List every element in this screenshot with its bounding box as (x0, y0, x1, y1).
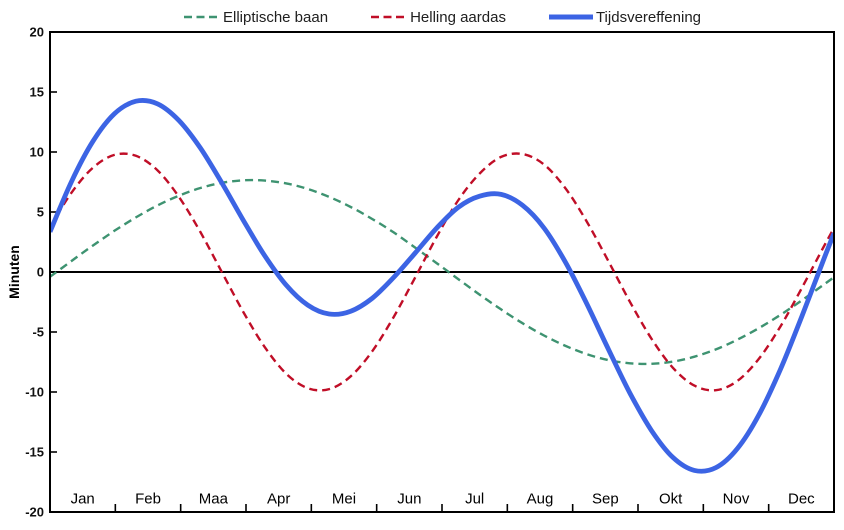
legend-label-tijdsvereffening: Tijdsvereffening (595, 8, 702, 26)
legend-item-helling-aardas: Helling aardas (370, 9, 506, 26)
x-tick-label: Mei (332, 491, 356, 508)
x-tick-label: Okt (659, 491, 683, 508)
legend-item-tijdsvereffening: Tijdsvereffening (548, 9, 701, 26)
y-tick-label: 10 (30, 145, 44, 160)
legend-label-helling-aardas: Helling aardas (410, 8, 506, 26)
series-helling-aardas (50, 152, 834, 392)
x-tick-label: Feb (135, 491, 161, 508)
red-dashed-line-sample (371, 15, 408, 19)
plot-border (49, 31, 835, 513)
y-tick-label: -20 (25, 505, 44, 520)
x-tick-label: Nov (723, 491, 750, 508)
blue-solid-line-sample (548, 14, 593, 20)
y-tick-label: 5 (37, 205, 44, 220)
y-tick-label: 0 (37, 265, 44, 280)
y-tick-label: -10 (25, 385, 44, 400)
chart-legend: Elliptische baan Helling aardas Tijdsver… (50, 5, 834, 29)
x-tick-label: Jun (397, 491, 421, 508)
x-tick-label: Apr (267, 491, 290, 508)
x-tick-label: Jul (465, 491, 484, 508)
y-tick-label: 20 (30, 25, 44, 40)
series-elliptische-baan (50, 178, 834, 366)
x-tick-label: Maa (199, 491, 229, 508)
legend-label-elliptische-baan: Elliptische baan (222, 8, 329, 26)
x-tick-label: Dec (788, 491, 815, 508)
y-tick-label: -5 (32, 325, 44, 340)
green-dashed-line-sample (183, 15, 220, 19)
x-tick-label: Jan (71, 491, 95, 508)
y-tick-label: 15 (30, 85, 44, 100)
series-tijdsvereffening (50, 98, 834, 474)
x-tick-label: Sep (592, 491, 619, 508)
y-axis-title: Minuten (6, 245, 22, 299)
x-tick-label: Aug (527, 491, 554, 508)
legend-item-elliptische-baan: Elliptische baan (183, 9, 328, 26)
y-tick-label: -15 (25, 445, 44, 460)
